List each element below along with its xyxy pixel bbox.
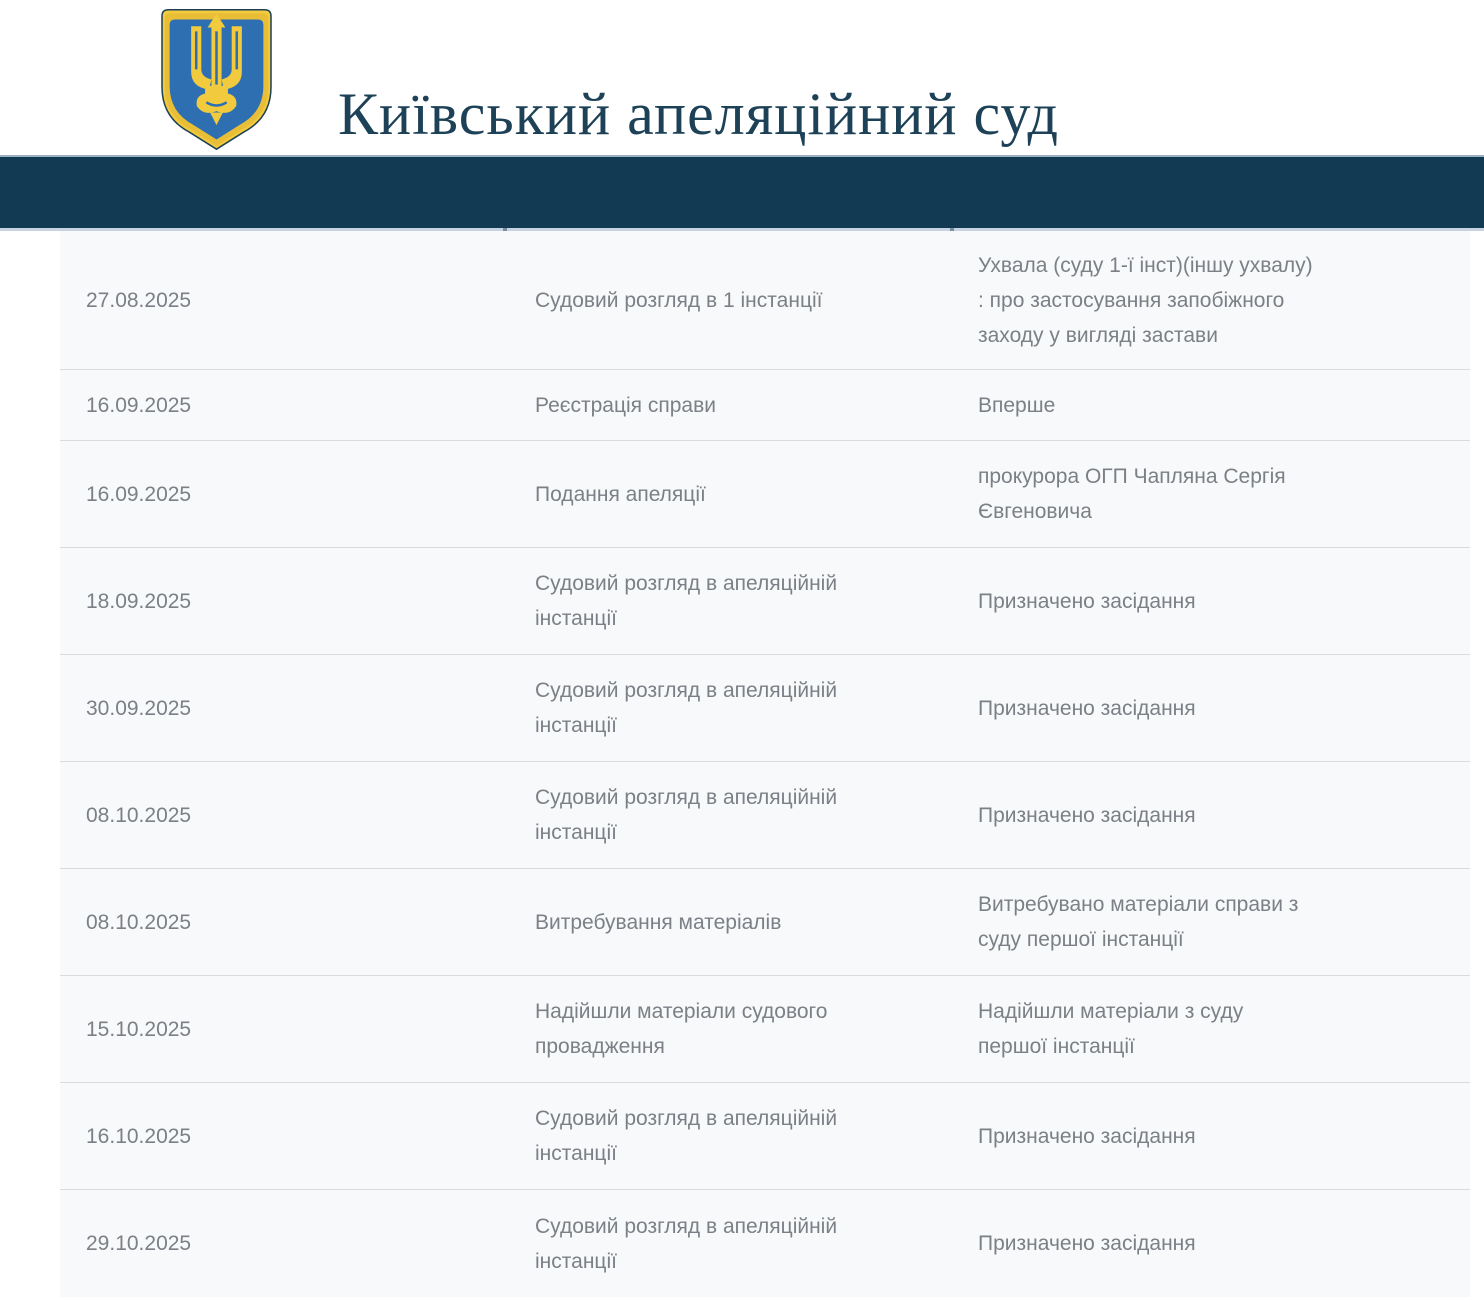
site-header: Київський апеляційний суд	[0, 0, 1484, 155]
event-date: 30.09.2025	[86, 696, 192, 720]
event-date: 08.10.2025	[86, 803, 192, 827]
event-date: 08.10.2025	[86, 910, 192, 934]
ukraine-coat-of-arms-icon	[150, 6, 283, 153]
main-navbar	[0, 155, 1484, 231]
navbar-column-notches	[60, 157, 1470, 231]
event-date: 15.10.2025	[86, 1017, 192, 1041]
event-type: Судовий розгляд в апеляційній інстанції	[535, 572, 838, 630]
event-type: Реєстрація справи	[535, 393, 716, 417]
event-date: 16.10.2025	[86, 1124, 192, 1148]
table-row: 16.10.2025 Судовий розгляд в апеляційній…	[60, 1083, 1470, 1190]
table-row: 08.10.2025 Судовий розгляд в апеляційній…	[60, 762, 1470, 869]
event-description: Призначено засідання	[978, 803, 1196, 827]
event-type: Судовий розгляд в апеляційній інстанції	[535, 1107, 838, 1165]
page-title: Київський апеляційний суд	[338, 81, 1060, 148]
table-row: 29.10.2025 Судовий розгляд в апеляційній…	[60, 1190, 1470, 1297]
event-description: прокурора ОГП Чапляна Сергія Євгеновича	[978, 465, 1286, 523]
event-description: Призначено засідання	[978, 589, 1196, 613]
event-date: 29.10.2025	[86, 1232, 192, 1255]
table-row: 30.09.2025 Судовий розгляд в апеляційній…	[60, 655, 1470, 762]
table-row: 15.10.2025 Надійшли матеріали судового п…	[60, 976, 1470, 1083]
case-events-table: 27.08.2025 Судовий розгляд в 1 інстанції…	[60, 231, 1470, 1297]
event-type: Надійшли матеріали судового провадження	[535, 1000, 828, 1058]
event-description: Призначено засідання	[978, 1124, 1196, 1148]
event-date: 27.08.2025	[86, 288, 192, 312]
event-type: Судовий розгляд в апеляційній інстанції	[535, 679, 838, 737]
table-row: 16.09.2025 Подання апеляції прокурора ОГ…	[60, 441, 1470, 548]
table-row: 08.10.2025 Витребування матеріалів Витре…	[60, 869, 1470, 976]
event-description: Призначено засідання	[978, 696, 1196, 720]
event-description: Витребувано матеріали справи з суду перш…	[978, 893, 1299, 951]
event-date: 16.09.2025	[86, 482, 192, 506]
event-date: 18.09.2025	[86, 589, 192, 613]
event-description: Вперше	[978, 393, 1056, 417]
event-type: Судовий розгляд в апеляційній інстанції	[535, 786, 838, 844]
table-row: 27.08.2025 Судовий розгляд в 1 інстанції…	[60, 231, 1470, 370]
event-date: 16.09.2025	[86, 393, 192, 417]
events-table-body: 27.08.2025 Судовий розгляд в 1 інстанції…	[60, 231, 1470, 1297]
event-type: Подання апеляції	[535, 482, 706, 506]
column-divider-notch	[503, 228, 507, 231]
event-type: Витребування матеріалів	[535, 910, 782, 934]
table-row: 16.09.2025 Реєстрація справи Вперше	[60, 370, 1470, 441]
table-row: 18.09.2025 Судовий розгляд в апеляційній…	[60, 548, 1470, 655]
event-type: Судовий розгляд в апеляційній інстанції	[535, 1214, 838, 1273]
event-type: Судовий розгляд в 1 інстанції	[535, 288, 823, 312]
event-description: Ухвала (суду 1-ї інст)(іншу ухвалу) : пр…	[978, 253, 1313, 347]
event-description: Призначено засідання	[978, 1232, 1196, 1255]
event-description: Надійшли матеріали з суду першої інстанц…	[978, 1000, 1244, 1058]
column-divider-notch	[950, 228, 954, 231]
